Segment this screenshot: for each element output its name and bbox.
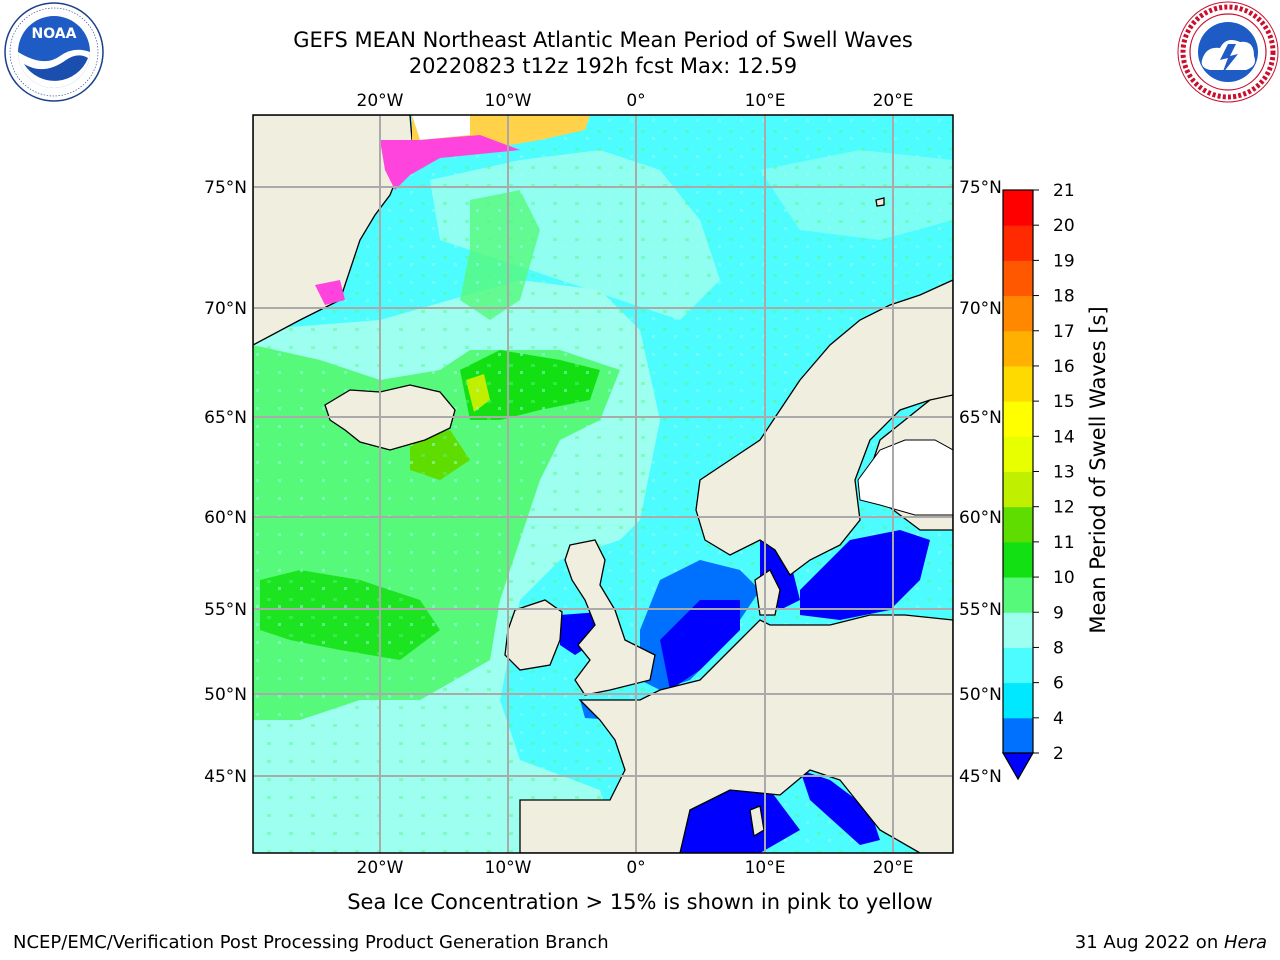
- land-greenland: [253, 115, 413, 346]
- lon-label-top: 10°W: [485, 91, 532, 111]
- noaa-logo: NOAA: [4, 2, 104, 102]
- colorbar-tick-label: 6: [1053, 674, 1064, 694]
- lat-label-right: 70°N: [959, 299, 1002, 319]
- map-frame: [252, 114, 954, 854]
- footer-host: Hera: [1223, 932, 1267, 953]
- footer-date: 31 Aug 2022 on Hera: [1075, 932, 1267, 953]
- lon-label-bottom: 20°W: [357, 858, 404, 878]
- colorbar-bin: [1003, 295, 1033, 332]
- lon-label-top: 10°E: [745, 91, 786, 111]
- chart-subtitle: 20220823 t12z 192h fcst Max: 12.59: [408, 54, 798, 78]
- lon-label-bottom: 10°W: [485, 858, 532, 878]
- colorbar-extend-triangle: [1001, 752, 1035, 781]
- colorbar-bin: [1003, 717, 1033, 754]
- swell-2-4s-northsea: [660, 600, 740, 690]
- sea-ice-pink-coast: [315, 280, 345, 305]
- colorbar-tick-label: 15: [1053, 392, 1075, 412]
- colorbar-tick-label: 8: [1053, 638, 1064, 658]
- colorbar-tick-label: 2: [1053, 744, 1064, 764]
- lat-label-left: 45°N: [204, 767, 247, 787]
- lon-label-bottom: 0°: [626, 858, 645, 878]
- colorbar-tick-label: 21: [1053, 181, 1075, 201]
- colorbar-bin: [1003, 365, 1033, 402]
- map-area: [253, 115, 953, 853]
- sea-ice-pink-north: [380, 135, 520, 190]
- lat-label-left: 65°N: [204, 408, 247, 428]
- colorbar-tick-label: 4: [1053, 709, 1064, 729]
- lon-labels: 20°W 10°W 0° 10°E 20°E 20°W 10°W 0° 10°E…: [357, 91, 914, 878]
- colorbar-tick-label: 10: [1053, 568, 1075, 588]
- lon-label-bottom: 10°E: [745, 858, 786, 878]
- lat-label-left: 75°N: [204, 178, 247, 198]
- colorbar-tick-label: 9: [1053, 603, 1064, 623]
- colorbar-tick-label: 11: [1053, 533, 1075, 553]
- noaa-logo-text: NOAA: [32, 26, 77, 42]
- colorbar-tick-label: 17: [1053, 322, 1075, 342]
- footer-date-text: 31 Aug 2022 on: [1074, 932, 1224, 953]
- land-continental-europe: [519, 614, 953, 853]
- colorbar-bin: [1003, 647, 1033, 684]
- colorbar-bin: [1003, 436, 1033, 472]
- lon-label-top: 0°: [626, 91, 645, 111]
- lon-label-top: 20°E: [873, 91, 914, 111]
- lat-label-right: 50°N: [959, 685, 1002, 705]
- lon-label-top: 20°W: [357, 91, 404, 111]
- lat-label-left: 60°N: [204, 508, 247, 528]
- lat-label-right: 55°N: [959, 600, 1002, 620]
- colorbar-bin: [1003, 506, 1033, 543]
- map-gridlines: [253, 115, 953, 853]
- chart-title: GEFS MEAN Northeast Atlantic Mean Period…: [293, 28, 913, 52]
- colorbar-bin: [1003, 225, 1033, 261]
- sea-ice-white: [412, 115, 470, 140]
- colorbar-bin: [1003, 471, 1033, 508]
- lon-label-bottom: 20°E: [873, 858, 914, 878]
- colorbar-tick-label: 13: [1053, 463, 1075, 483]
- lat-label-left: 70°N: [204, 299, 247, 319]
- swell-2-4s-adriatic: [800, 770, 880, 845]
- lat-label-right: 60°N: [959, 508, 1002, 528]
- lat-labels: 75°N 70°N 65°N 60°N 55°N 50°N 45°N 75°N …: [204, 178, 1002, 787]
- noaa-logo-icon: NOAA: [4, 2, 104, 102]
- colorbar-tick-label: 12: [1053, 498, 1075, 518]
- colorbar-tick-label: 20: [1053, 216, 1075, 236]
- lat-label-left: 50°N: [204, 685, 247, 705]
- colorbar-bin: [1003, 330, 1033, 367]
- nws-logo: [1176, 0, 1280, 104]
- land-bear-island: [875, 197, 885, 207]
- lat-label-left: 55°N: [204, 600, 247, 620]
- land-scandinavia: [695, 279, 953, 576]
- colorbar-label: Mean Period of Swell Waves [s]: [1086, 306, 1110, 633]
- lat-label-right: 75°N: [959, 178, 1002, 198]
- colorbar-tick-label: 19: [1053, 251, 1075, 271]
- lat-label-right: 65°N: [959, 408, 1002, 428]
- colorbar-bin: [1003, 260, 1033, 297]
- colorbar-bin: [1003, 541, 1033, 578]
- colorbar-bin: [1003, 577, 1033, 613]
- colorbar-bin: [1003, 682, 1033, 719]
- nws-logo-icon: [1177, 1, 1279, 103]
- lat-label-right: 45°N: [959, 767, 1002, 787]
- colorbar-tick-label: 14: [1053, 427, 1075, 447]
- colorbar-bin: [1003, 612, 1033, 648]
- colorbar-bin: [1003, 401, 1033, 437]
- colorbar: 2 4 6 8 9 10 11 12 13 14 15 16 17 18 19 20 21: [1001, 181, 1075, 781]
- sea-ice-caption: Sea Ice Concentration > 15% is shown in …: [347, 890, 933, 914]
- colorbar-bin: [1003, 190, 1033, 226]
- swell-2-4s-baltic: [800, 530, 930, 620]
- footer-credit: NCEP/EMC/Verification Post Processing Pr…: [13, 932, 609, 953]
- land-great-britain: [564, 539, 656, 696]
- swell-2-4s-mediterranean: [680, 790, 800, 853]
- colorbar-tick-label: 18: [1053, 287, 1075, 307]
- colorbar-tick-label: 16: [1053, 357, 1075, 377]
